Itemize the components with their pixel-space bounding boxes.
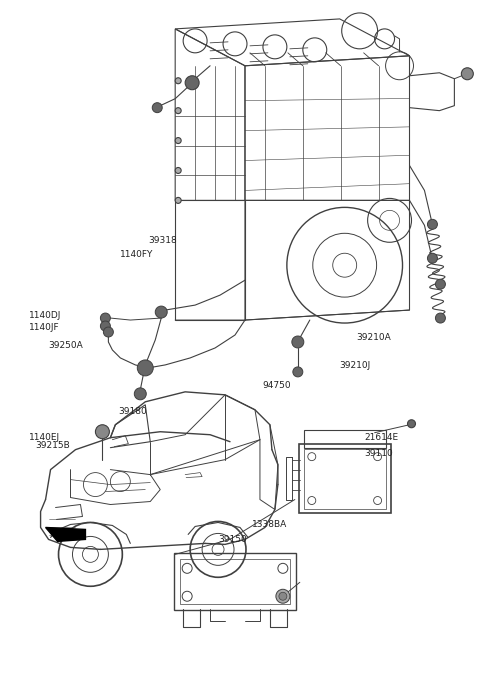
Text: 1140JF: 1140JF [29, 323, 59, 332]
Circle shape [96, 425, 109, 439]
Text: 1140FY: 1140FY [120, 250, 154, 259]
Text: 1140DJ: 1140DJ [29, 311, 61, 320]
Text: 39180: 39180 [119, 406, 147, 416]
Circle shape [293, 367, 303, 377]
Text: 21614E: 21614E [365, 433, 399, 441]
Circle shape [461, 68, 473, 79]
Circle shape [408, 420, 416, 428]
Text: 39215B: 39215B [36, 441, 71, 450]
Polygon shape [46, 528, 85, 541]
Circle shape [175, 137, 181, 143]
Circle shape [155, 306, 167, 318]
Circle shape [428, 219, 437, 229]
Text: 39250A: 39250A [48, 341, 84, 350]
Text: 39210A: 39210A [357, 333, 391, 342]
Text: 1338BA: 1338BA [252, 520, 287, 530]
Text: 39150: 39150 [218, 536, 247, 544]
Text: 39318: 39318 [148, 236, 177, 245]
Circle shape [175, 168, 181, 174]
Circle shape [279, 592, 287, 600]
Circle shape [276, 590, 290, 603]
Circle shape [134, 388, 146, 400]
Circle shape [428, 253, 437, 263]
Text: 1140EJ: 1140EJ [29, 433, 60, 441]
Circle shape [185, 76, 199, 90]
Circle shape [175, 108, 181, 114]
Circle shape [100, 313, 110, 323]
Circle shape [152, 103, 162, 112]
Circle shape [435, 313, 445, 323]
Circle shape [435, 279, 445, 289]
Circle shape [100, 321, 110, 331]
Circle shape [175, 197, 181, 203]
Circle shape [175, 78, 181, 83]
Circle shape [292, 336, 304, 348]
Text: 39110: 39110 [365, 449, 394, 458]
Text: 94750: 94750 [262, 381, 290, 390]
Circle shape [137, 360, 153, 376]
Circle shape [103, 327, 113, 337]
Text: 39210J: 39210J [340, 361, 371, 370]
